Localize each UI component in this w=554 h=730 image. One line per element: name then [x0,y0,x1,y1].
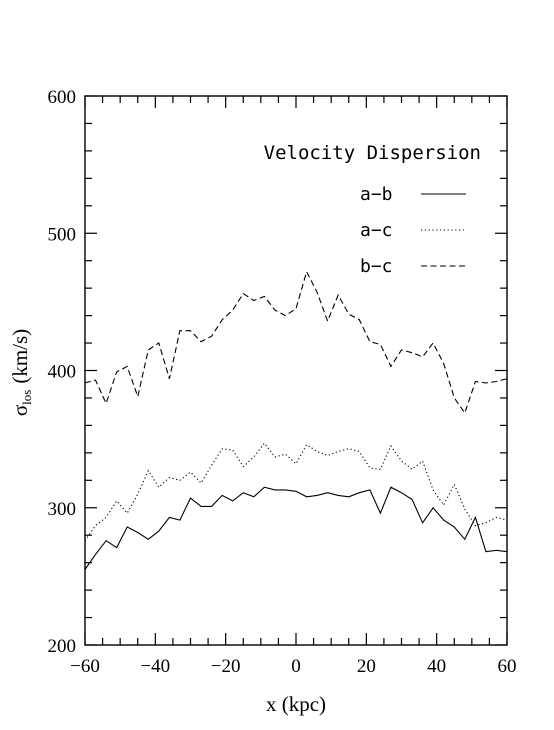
y-axis-label-symbol: σ [8,405,32,416]
series-lines [84,270,508,570]
x-tick-label: 20 [357,656,376,677]
y-tick-label: 200 [48,636,77,657]
y-tick-label: 300 [48,499,77,520]
y-tick-label: 500 [48,224,77,245]
plot-frame [84,95,508,646]
x-tick-label: 40 [427,656,446,677]
y-axis-label-unit: (km/s) [8,329,32,384]
x-tick-label: 0 [291,656,301,677]
x-tick-label: −60 [70,656,100,677]
legend: a−b a−c b−c [360,184,466,277]
tick-labels: −60 −40 −20 0 20 40 60 200 300 400 500 600 [48,87,517,677]
x-axis-label: x (kpc) [266,692,326,716]
x-tick-label: −40 [140,656,170,677]
y-tick-label: 400 [48,362,77,383]
axis-ticks [84,95,508,646]
chart-title: Velocity Dispersion [264,142,481,164]
series-line-dashed [84,270,508,415]
x-tick-label: 60 [498,656,517,677]
series-line-dotted [84,442,508,542]
legend-label: a−b [360,184,393,205]
legend-label: a−c [360,220,393,241]
y-axis-label: σlos (km/s) [8,329,34,416]
x-tick-label: −20 [211,656,241,677]
series-line-solid [84,486,508,570]
y-axis-label-subscript: los [19,390,34,405]
y-tick-label: 600 [48,87,77,108]
legend-label: b−c [360,256,393,277]
